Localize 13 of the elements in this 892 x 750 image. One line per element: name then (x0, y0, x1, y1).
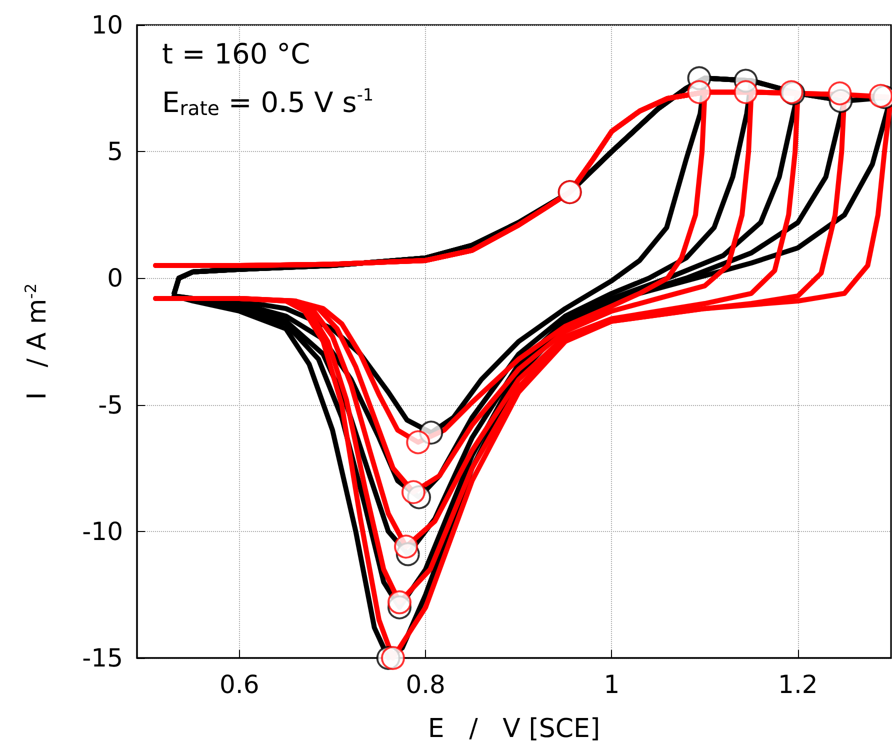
y-tick-label: 10 (91, 10, 123, 40)
y-tick-label: -15 (82, 644, 123, 672)
x-axis-title: E / V [SCE] (428, 714, 600, 744)
x-tick-label: 0.6 (220, 670, 260, 699)
y-tick-label: -5 (98, 390, 123, 420)
y-axis-title: I / A m-2 (22, 283, 52, 400)
y-tick-label: 0 (107, 264, 123, 293)
x-tick-label: 0.8 (406, 670, 446, 699)
y-tick-label: -10 (82, 516, 123, 546)
x-tick-label: 1.2 (778, 670, 818, 699)
y-tick-label: 5 (107, 137, 123, 166)
x-tick-label: 1 (604, 670, 620, 699)
annotation: t = 160 °C (162, 38, 310, 70)
